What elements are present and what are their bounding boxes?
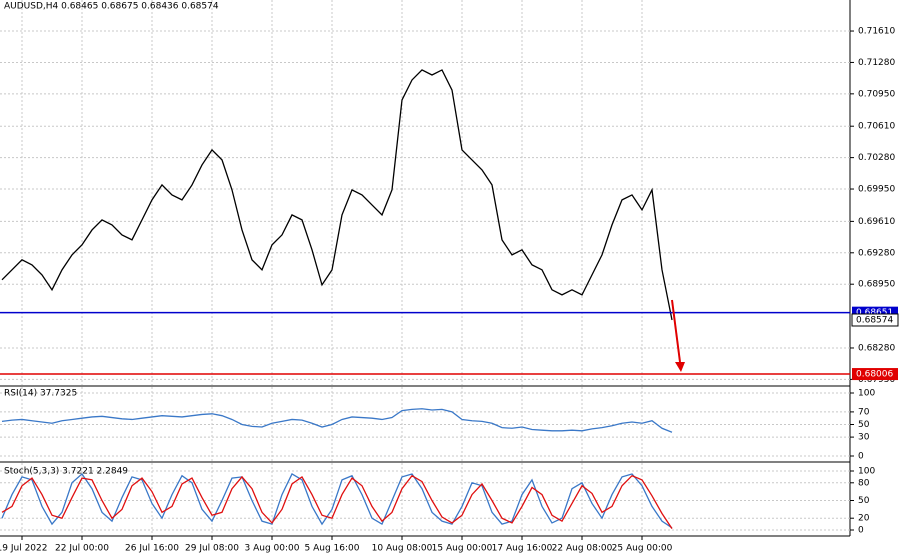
x-tick-label: 26 Jul 16:00: [125, 544, 179, 554]
current-price-label: 0.68574: [856, 315, 893, 325]
y-tick-label: 100: [858, 389, 875, 399]
series-line: [1, 474, 673, 530]
series-line: [1, 69, 673, 321]
y-tick-label: 0: [858, 526, 864, 536]
level-label: 0.68006: [856, 370, 893, 380]
series-line: [1, 408, 673, 433]
y-tick-label: 0.68280: [858, 343, 895, 353]
y-tick-label: 0.69950: [858, 185, 895, 195]
level-label: 0.68651: [856, 308, 893, 318]
price-title: AUDUSD,H4 0.68465 0.68675 0.68436 0.6857…: [4, 2, 219, 12]
y-tick-label: 0.71280: [858, 58, 895, 68]
forecast-arrow-head: [675, 362, 685, 372]
y-tick-label: 80: [858, 478, 870, 488]
x-tick-label: 5 Aug 16:00: [305, 544, 360, 554]
x-tick-label: 17 Aug 16:00: [492, 544, 553, 554]
x-tick-label: 29 Jul 08:00: [185, 544, 239, 554]
y-tick-label: 50: [858, 420, 870, 430]
y-tick-label: 0.68950: [858, 280, 895, 290]
forecast-arrow: [671, 299, 681, 363]
y-tick-label: 20: [858, 514, 870, 524]
x-tick-label: 3 Aug 00:00: [245, 544, 300, 554]
y-tick-label: 100: [858, 467, 875, 477]
x-tick-label: 19 Jul 2022: [0, 544, 47, 554]
x-tick-label: 25 Aug 00:00: [612, 544, 673, 554]
y-tick-label: 30: [858, 433, 870, 443]
y-tick-label: 0.71610: [858, 27, 895, 37]
stoch-title: Stoch(5,3,3) 3.7221 2.2849: [4, 467, 128, 477]
y-tick-label: 0.70950: [858, 89, 895, 99]
x-tick-label: 15 Aug 00:00: [432, 544, 493, 554]
y-tick-label: 0.70610: [858, 122, 895, 132]
y-tick-label: 0.69280: [858, 248, 895, 258]
current-price-box: [851, 313, 899, 327]
x-tick-label: 22 Aug 08:00: [552, 544, 613, 554]
y-tick-label: 0.69610: [858, 217, 895, 227]
y-tick-label: 0: [858, 452, 864, 462]
y-tick-label: 0.70280: [858, 153, 895, 163]
y-tick-label: 70: [858, 407, 870, 417]
y-tick-label: 50: [858, 496, 870, 506]
level-label-box: [852, 368, 898, 381]
x-tick-label: 10 Aug 08:00: [372, 544, 433, 554]
rsi-title: RSI(14) 37.7325: [4, 389, 77, 399]
x-tick-label: 22 Jul 00:00: [55, 544, 109, 554]
